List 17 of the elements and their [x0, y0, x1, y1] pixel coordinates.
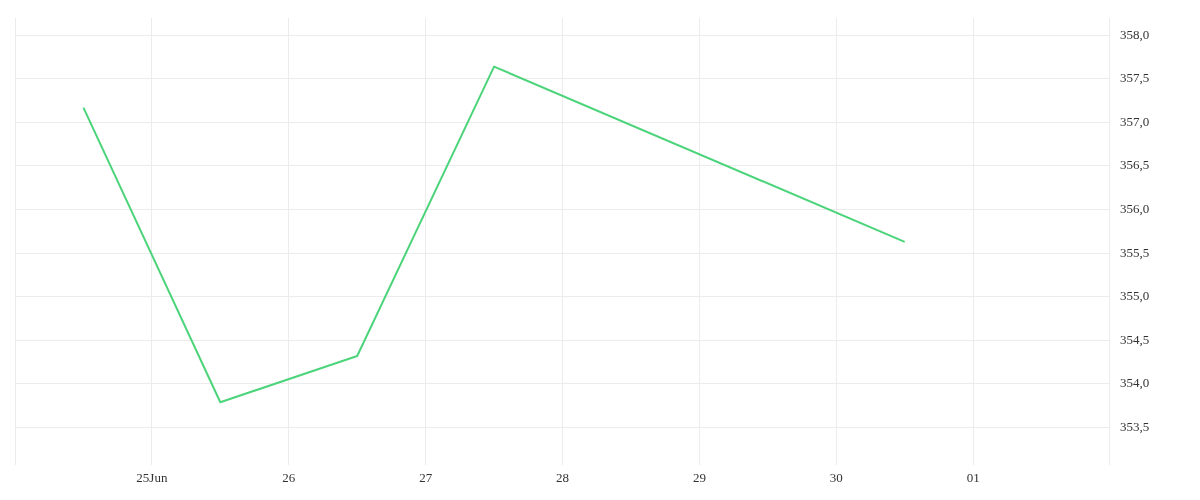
- y-tick-label: 357,5: [1120, 70, 1150, 86]
- x-tick-label: 28: [556, 470, 569, 486]
- y-tick-label: 358,0: [1120, 26, 1150, 42]
- y-tick-label: 355,0: [1120, 288, 1150, 304]
- x-tick-label: 01: [966, 470, 980, 486]
- y-tick-label: 353,5: [1120, 418, 1150, 434]
- y-tick-label: 354,5: [1120, 331, 1150, 347]
- x-tick-label: 26: [282, 470, 296, 486]
- x-tick-label: 30: [829, 470, 843, 486]
- x-tick-label: 27: [419, 470, 433, 486]
- y-tick-label: 354,0: [1120, 375, 1150, 391]
- x-tick-label: 29: [692, 470, 706, 486]
- x-tick-label: 25Jun: [136, 470, 168, 486]
- y-tick-label: 357,0: [1120, 113, 1150, 129]
- y-tick-label: 355,5: [1120, 244, 1150, 260]
- y-tick-label: 356,5: [1120, 157, 1150, 173]
- y-tick-label: 356,0: [1120, 200, 1150, 216]
